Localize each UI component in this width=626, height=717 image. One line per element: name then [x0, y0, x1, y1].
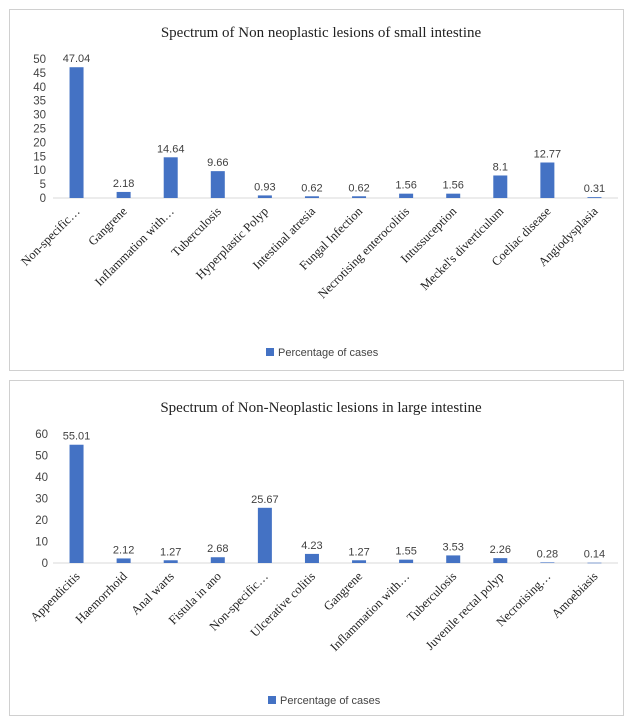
category-label: Inflammation with… — [327, 569, 412, 654]
bar — [69, 67, 84, 198]
bar — [540, 162, 555, 198]
category-label: Gangrene — [85, 204, 130, 249]
category-label: Inflammation with… — [92, 204, 177, 289]
data-label: 0.62 — [301, 182, 322, 194]
bar — [587, 562, 602, 564]
data-label: 0.14 — [584, 549, 605, 561]
data-label: 1.27 — [348, 546, 369, 558]
y-tick-label: 50 — [33, 54, 46, 66]
bar — [352, 196, 367, 198]
data-label: 2.26 — [490, 544, 511, 556]
data-label: 0.31 — [584, 183, 605, 195]
category-label: Non-specific… — [18, 204, 82, 268]
data-label: 2.68 — [207, 543, 228, 555]
category-label: Anal warts — [128, 569, 177, 618]
y-tick-label: 10 — [33, 165, 46, 177]
bar — [257, 507, 272, 563]
y-tick-label: 10 — [35, 537, 48, 549]
small-intestine-chart-panel: Spectrum of Non neoplastic lesions of sm… — [9, 9, 624, 371]
bar — [493, 175, 508, 198]
y-tick-label: 50 — [35, 451, 48, 463]
data-label: 2.12 — [113, 544, 134, 556]
legend-swatch — [266, 348, 274, 356]
y-tick-label: 25 — [33, 124, 46, 136]
y-tick-label: 45 — [33, 68, 46, 80]
category-label: Necrotising enterocolitis — [315, 204, 412, 301]
y-tick-label: 40 — [33, 82, 46, 94]
bar — [210, 557, 225, 563]
data-label: 1.55 — [395, 546, 416, 558]
data-label: 2.18 — [113, 178, 134, 190]
y-tick-label: 5 — [40, 179, 46, 191]
bar — [69, 444, 84, 563]
data-label: 0.28 — [537, 548, 558, 560]
y-tick-label: 0 — [40, 193, 46, 205]
bar — [399, 559, 414, 563]
data-label: 55.01 — [63, 431, 91, 443]
bar — [446, 193, 461, 198]
legend-label: Percentage of cases — [280, 695, 381, 707]
category-label: Haemorrhoid — [73, 569, 131, 627]
bar — [257, 195, 272, 198]
bar — [210, 171, 225, 198]
large-intestine-chart-panel: Spectrum of Non-Neoplastic lesions in la… — [9, 380, 624, 716]
data-label: 0.93 — [254, 181, 275, 193]
bar — [540, 562, 555, 563]
y-tick-label: 20 — [33, 137, 46, 149]
category-label: Amoebiasis — [549, 569, 601, 621]
chart-title: Spectrum of Non-Neoplastic lesions in la… — [160, 400, 482, 416]
category-label: Meckel's diverticulum — [418, 204, 507, 293]
y-tick-label: 30 — [35, 494, 48, 506]
data-label: 47.04 — [63, 53, 91, 65]
bar — [493, 558, 508, 563]
legend-swatch — [268, 696, 276, 704]
y-tick-label: 0 — [42, 558, 48, 570]
large-intestine-chart: Spectrum of Non-Neoplastic lesions in la… — [28, 400, 618, 707]
y-tick-label: 20 — [35, 515, 48, 527]
data-label: 4.23 — [301, 540, 322, 552]
y-tick-label: 15 — [33, 151, 46, 163]
data-label: 25.67 — [251, 494, 279, 506]
y-tick-label: 30 — [33, 110, 46, 122]
data-label: 12.77 — [534, 148, 562, 160]
y-tick-label: 35 — [33, 96, 46, 108]
bar — [116, 558, 131, 563]
bar — [304, 553, 319, 563]
data-label: 1.56 — [442, 180, 463, 192]
legend-label: Percentage of cases — [278, 347, 379, 359]
bar — [399, 193, 414, 198]
bar — [304, 196, 319, 198]
data-label: 3.53 — [442, 541, 463, 553]
data-label: 1.56 — [395, 180, 416, 192]
data-label: 9.66 — [207, 157, 228, 169]
small-intestine-chart: Spectrum of Non neoplastic lesions of sm… — [18, 25, 618, 359]
data-label: 1.27 — [160, 546, 181, 558]
bar — [587, 197, 602, 198]
data-label: 8.1 — [493, 161, 508, 173]
category-label: Juvenile rectal polyp — [423, 569, 507, 653]
chart-title: Spectrum of Non neoplastic lesions of sm… — [161, 25, 482, 41]
category-label: Gangrene — [321, 569, 366, 614]
y-tick-label: 40 — [35, 472, 48, 484]
bar — [163, 560, 178, 563]
bar — [446, 555, 461, 563]
y-tick-label: 60 — [35, 429, 48, 441]
bar — [352, 560, 367, 563]
bar — [116, 191, 131, 198]
bar — [163, 157, 178, 198]
data-label: 0.62 — [348, 182, 369, 194]
data-label: 14.64 — [157, 143, 185, 155]
